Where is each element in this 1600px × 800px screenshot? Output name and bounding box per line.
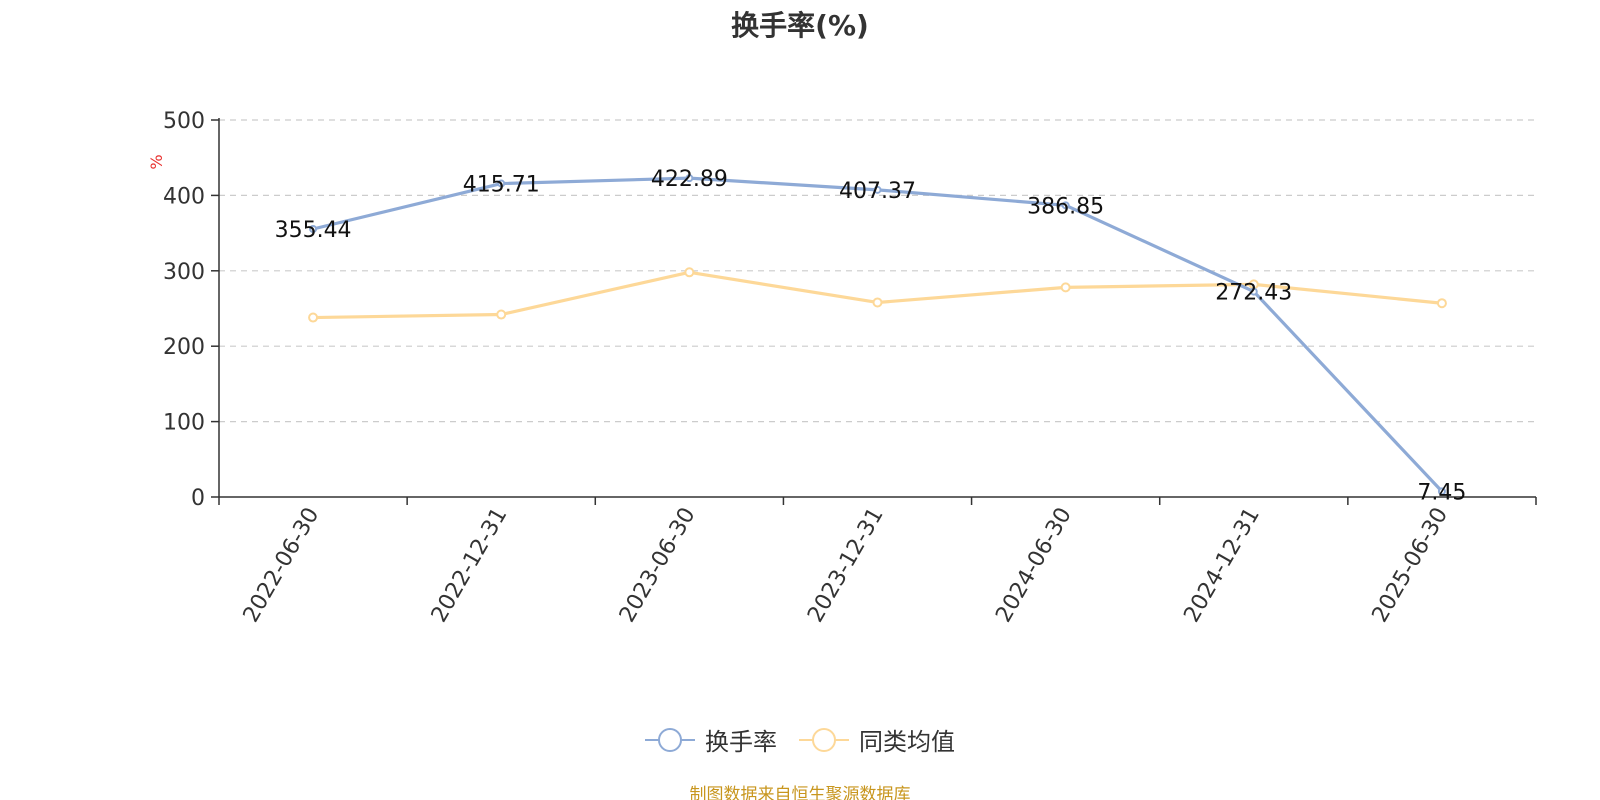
series-lines: [308, 174, 1447, 496]
legend-marker-peer-average: [812, 727, 836, 752]
data-point-turnover: [1061, 201, 1070, 210]
data-point-peer-average: [872, 297, 883, 308]
data-point-turnover: [1249, 287, 1258, 296]
y-tick-label: 400: [163, 184, 205, 209]
data-label: 386.85: [1027, 194, 1104, 219]
legend-swatch-turnover: [645, 727, 695, 752]
data-label: 422.89: [651, 167, 728, 192]
y-tick-label: 0: [191, 486, 205, 511]
legend-label-peer-average: 同类均值: [859, 728, 955, 756]
data-label: 415.71: [463, 173, 540, 198]
data-point-turnover: [309, 224, 318, 233]
data-point-peer-average: [1436, 298, 1447, 309]
data-point-peer-average: [1060, 282, 1071, 293]
y-tick-label: 100: [163, 411, 205, 436]
legend-marker-turnover: [658, 727, 682, 752]
x-tick-label: 2022-06-30: [239, 504, 325, 627]
data-labels: 355.44 415.71 422.89 407.37 386.85 272.43 7.45: [275, 167, 1467, 505]
data-point-peer-average: [308, 312, 319, 323]
data-point-peer-average: [496, 309, 507, 320]
source-note: 制图数据来自恒生聚源数据库: [689, 785, 911, 800]
series-line-turnover: [312, 176, 1444, 493]
y-axis-label: %: [147, 154, 166, 169]
x-tick-label: 2025-06-30: [1368, 504, 1454, 627]
x-tick-label: 2022-12-31: [427, 504, 513, 627]
data-point-turnover: [873, 185, 882, 194]
x-tick-label: 2023-06-30: [615, 504, 701, 627]
y-tick-label: 500: [163, 109, 205, 134]
legend-label-turnover: 换手率: [705, 728, 777, 756]
data-label: 407.37: [839, 179, 916, 204]
y-tick-label: 200: [163, 335, 205, 360]
y-tick-label: 300: [163, 260, 205, 285]
x-tick-label: 2023-12-31: [803, 504, 889, 627]
legend: 换手率 同类均值: [0, 722, 1600, 757]
data-point-turnover: [497, 179, 506, 188]
x-tick-label: 2024-12-31: [1179, 504, 1265, 627]
data-label: 7.45: [1417, 480, 1466, 505]
legend-item-turnover[interactable]: 换手率: [645, 722, 777, 757]
chart-title: 换手率(%): [731, 9, 869, 42]
grid-lines: [219, 119, 1536, 423]
data-point-turnover: [1437, 487, 1446, 496]
data-point-peer-average: [684, 267, 695, 278]
data-label: 272.43: [1215, 281, 1292, 306]
data-point-turnover: [685, 174, 694, 183]
legend-item-peer-average[interactable]: 同类均值: [799, 722, 955, 757]
legend-swatch-peer-average: [799, 727, 849, 752]
data-label: 355.44: [275, 218, 352, 243]
x-tick-label: 2024-06-30: [991, 504, 1077, 627]
